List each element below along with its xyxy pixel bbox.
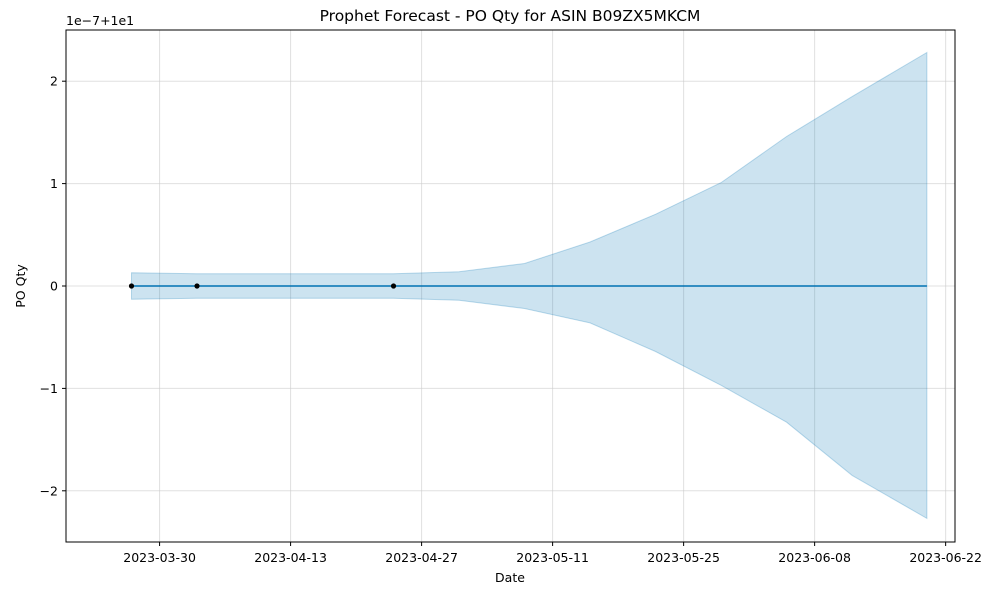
y-tick-label: 1 <box>50 176 58 191</box>
y-tick-label: 0 <box>50 279 58 294</box>
observed-point <box>194 283 200 289</box>
observed-points <box>128 283 397 289</box>
y-axis-ticks: −2 −1 0 1 2 <box>40 74 66 498</box>
x-tick-label: 2023-06-08 <box>778 550 851 565</box>
x-tick-label: 2023-06-22 <box>909 550 982 565</box>
x-axis-title: Date <box>495 570 525 585</box>
observed-point <box>390 283 397 289</box>
x-tick-label: 2023-05-11 <box>516 550 589 565</box>
x-tick-label: 2023-04-27 <box>385 550 458 565</box>
y-tick-label: 2 <box>50 74 58 89</box>
y-tick-label: −1 <box>40 381 58 396</box>
x-tick-label: 2023-05-25 <box>647 550 720 565</box>
y-tick-label: −2 <box>40 483 58 498</box>
y-axis-offset-label: 1e−7+1e1 <box>66 13 134 28</box>
chart-title: Prophet Forecast - PO Qty for ASIN B09ZX… <box>320 7 701 25</box>
y-axis-title: PO Qty <box>13 264 28 308</box>
observed-point <box>128 283 135 289</box>
x-tick-label: 2023-03-30 <box>123 550 196 565</box>
x-tick-label: 2023-04-13 <box>254 550 327 565</box>
x-axis-ticks: 2023-03-30 2023-04-13 2023-04-27 2023-05-11… <box>123 542 982 565</box>
